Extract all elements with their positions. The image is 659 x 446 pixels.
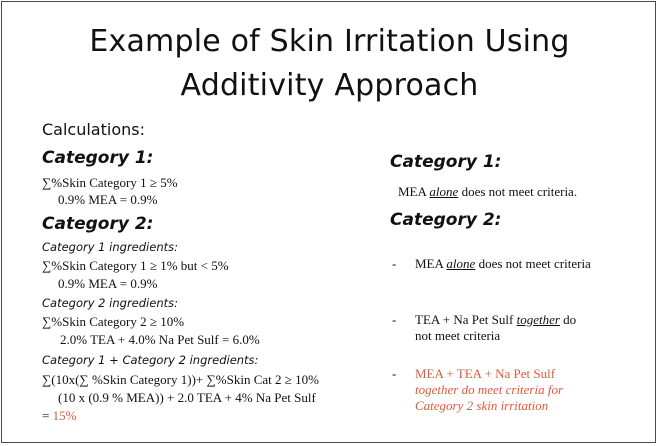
right-cat1-text: MEA alone does not meet criteria. — [398, 184, 577, 200]
cat12-ingredients-label: Category 1 + Category 2 ingredients: — [42, 353, 259, 367]
right-item2-pre: TEA + Na Pet Sulf — [415, 312, 517, 327]
right-item3-line3: Category 2 skin irritation — [415, 398, 549, 413]
bullet-dash-1: - — [392, 256, 397, 271]
slide-title-line1: Example of Skin Irritation Using — [89, 24, 570, 59]
cat1-ing-line1: ∑%Skin Category 1 ≥ 1% but < 5% — [42, 258, 229, 273]
right-item1: MEA alone does not meet criteria — [415, 256, 591, 272]
slide-title-line2: Additivity Approach — [180, 68, 479, 103]
bullet-dash-3: - — [392, 366, 397, 381]
left-category2-heading: Category 2: — [42, 214, 154, 234]
right-item2-line1: TEA + Na Pet Sulf together do — [415, 312, 576, 328]
cat2-ing-line1: ∑%Skin Category 2 ≥ 10% — [42, 314, 185, 329]
right-cat1-text-emphasis: alone — [429, 184, 459, 199]
cat1-ingredients-label: Category 1 ingredients: — [42, 240, 178, 254]
cat1-ing-line2: 0.9% MEA = 0.9% — [58, 276, 158, 291]
left-category1-heading: Category 1: — [42, 148, 154, 168]
right-item3-line1: MEA + TEA + Na Pet Sulf — [415, 366, 556, 381]
bullet-dash-2: - — [392, 312, 397, 327]
left-cat1-line1: ∑%Skin Category 1 ≥ 5% — [42, 175, 178, 190]
right-item2-emphasis: together — [516, 312, 560, 327]
cat12-line1: ∑(10x(∑ %Skin Category 1))+ ∑%Skin Cat 2… — [42, 372, 319, 387]
right-cat1-text-post: does not meet criteria. — [458, 184, 578, 199]
right-item3-line2: together do meet criteria for — [415, 382, 564, 397]
cat12-equals: = — [42, 408, 50, 423]
cat12-line3: = 15% — [42, 408, 76, 424]
right-category2-heading: Category 2: — [390, 210, 502, 230]
cat12-line2: (10 x (0.9 % MEA)) + 2.0 TEA + 4% Na Pet… — [58, 390, 316, 405]
right-cat1-text-pre: MEA — [398, 184, 430, 199]
right-category1-heading: Category 1: — [390, 152, 502, 172]
cat12-result: 15% — [52, 408, 77, 423]
right-item2-line2: not meet criteria — [415, 328, 501, 343]
calculations-label: Calculations: — [42, 120, 145, 139]
cat2-ing-line2: 2.0% TEA + 4.0% Na Pet Sulf = 6.0% — [60, 332, 260, 347]
right-item1-pre: MEA — [415, 256, 447, 271]
right-item1-emphasis: alone — [446, 256, 476, 271]
left-cat1-line2: 0.9% MEA = 0.9% — [58, 192, 158, 207]
right-item2-post: do — [559, 312, 577, 327]
cat2-ingredients-label: Category 2 ingredients: — [42, 296, 178, 310]
right-item1-post: does not meet criteria — [475, 256, 591, 271]
